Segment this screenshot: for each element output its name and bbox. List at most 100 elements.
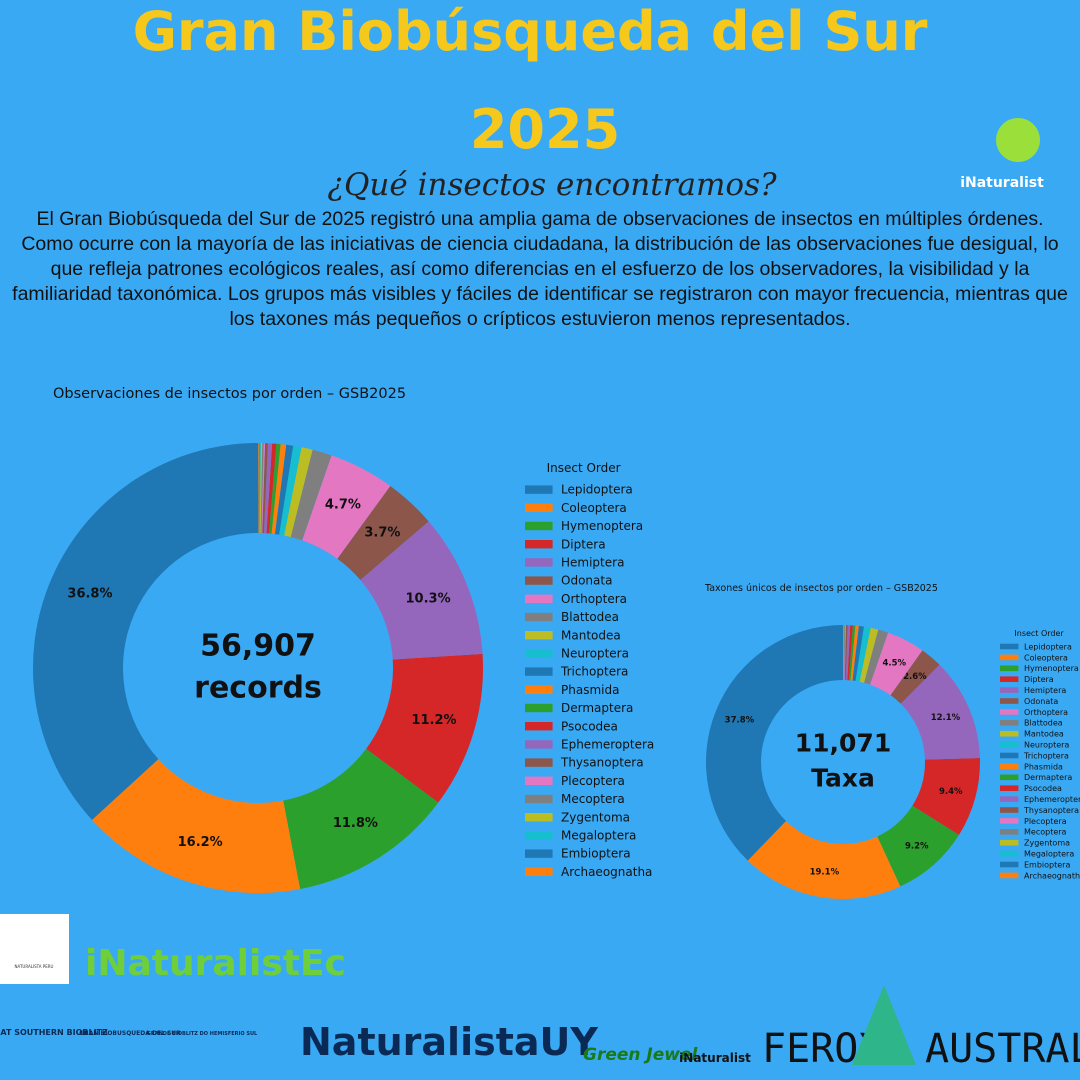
legend-entry: Orthoptera: [561, 592, 627, 606]
brand: iNaturalist: [960, 175, 1044, 191]
donut-slice: [869, 632, 923, 696]
legend-swatch: [525, 612, 553, 622]
value-label: 11.2%: [411, 713, 456, 728]
legend-swatch: [525, 776, 553, 785]
legend-entry: Plecoptera: [561, 774, 625, 788]
legend-entry: Blattodea: [1024, 719, 1063, 728]
legend-entry: Hymenoptera: [561, 519, 643, 533]
donut-slice: [890, 650, 940, 704]
legend-entry: Psocodea: [561, 719, 618, 733]
legend-swatch: [1000, 654, 1019, 661]
legend-entry: Hymenoptera: [1024, 664, 1079, 673]
value-label: 11.8%: [333, 816, 378, 831]
legend-swatch: [1000, 872, 1019, 879]
legend-entry: Odonata: [1024, 697, 1058, 706]
donut-slice: [706, 625, 843, 861]
legend-swatch: [1000, 676, 1019, 682]
donut-slice: [848, 625, 856, 681]
legend-entry: Dermaptera: [561, 701, 633, 715]
legend-entry: Ephemeroptera: [561, 738, 654, 752]
legend-entry: Lepidoptera: [561, 483, 633, 497]
donut-slice: [360, 521, 483, 660]
charts: Observaciones de insectos por orden – GS…: [32, 386, 1080, 899]
legend-swatch: [525, 558, 553, 567]
value-label: 16.2%: [178, 835, 223, 850]
bird-logo: [996, 118, 1040, 162]
donut-slice: [262, 443, 268, 534]
legend-entry: Phasmida: [561, 683, 619, 697]
logo-uy: NaturalistaUY: [300, 1020, 598, 1064]
legend-swatch: [525, 503, 553, 512]
legend-entry: Ephemeroptera: [1024, 795, 1080, 804]
logo-gbs: GRAN BIOBUSQUEDA DEL SUR: [79, 1030, 181, 1037]
legend-swatch: [1000, 709, 1019, 715]
donut-slice: [337, 485, 429, 581]
legend-swatch: [1000, 861, 1019, 868]
legend-swatch: [1000, 687, 1019, 693]
donut-slice: [900, 664, 980, 760]
subtitle: ¿Qué insectos encontramos?: [327, 167, 777, 203]
donut-slice: [258, 443, 260, 534]
legend-swatch: [1000, 741, 1019, 748]
legend-swatch: [525, 667, 553, 676]
title: Gran Biobúsqueda del Sur: [133, 0, 928, 63]
legend-swatch: [525, 722, 553, 731]
value-label: 4.5%: [882, 658, 906, 668]
legend-swatch: [1000, 850, 1019, 857]
value-label: 9.2%: [905, 841, 929, 851]
logo-inat: iNaturalist: [679, 1051, 751, 1065]
legend-entry: Lepidoptera: [1024, 642, 1072, 651]
legend-swatch: [1000, 720, 1019, 726]
legend-entry: Trichoptera: [1023, 751, 1069, 760]
legend-entry: Diptera: [561, 537, 606, 551]
legend-entry: Archaeognatha: [561, 865, 652, 879]
logo-gsb: GREAT SOUTHERN BIOBLITZ: [0, 1028, 108, 1037]
legend-swatch: [1000, 730, 1019, 737]
center-text: 11,071: [795, 729, 891, 758]
legend-swatch: [1000, 752, 1019, 759]
legend-swatch: [525, 576, 553, 585]
donut-slice: [92, 759, 301, 893]
logo-box: [0, 914, 69, 984]
legend-entry: Embioptera: [561, 847, 631, 861]
value-label: 36.8%: [67, 587, 112, 602]
donut-slice: [290, 449, 332, 541]
donut-slice: [269, 443, 281, 534]
donut-slice: [366, 653, 483, 803]
legend-entry: Zygentoma: [1024, 839, 1070, 848]
donut-slice: [912, 757, 980, 835]
donut-slice: [258, 443, 259, 534]
donut-slice: [844, 625, 848, 681]
legend-entry: Phasmida: [1024, 762, 1063, 771]
legend-entry: Megaloptera: [1024, 850, 1074, 859]
legend-swatch: [1000, 807, 1019, 813]
donut-slice: [284, 447, 313, 538]
donut-slice: [271, 444, 287, 535]
chart-title: Taxones únicos de insectos por orden – G…: [704, 583, 938, 594]
legend-swatch: [525, 485, 553, 494]
legend-swatch: [1000, 763, 1019, 770]
legend-swatch: [525, 594, 553, 603]
donut-slice: [852, 625, 864, 681]
legend-swatch: [525, 521, 553, 531]
donut-slice: [283, 748, 439, 890]
legend-swatch: [1000, 785, 1019, 791]
logos: NATURALISTA PERU iNaturalistEc GREAT SOU…: [0, 914, 1080, 1072]
title-year: 2025: [470, 98, 620, 161]
legend-swatch: [525, 685, 553, 694]
legend-swatch: [525, 813, 553, 822]
legend-swatch: [1000, 698, 1019, 704]
donut-slice: [302, 455, 391, 559]
legend-swatch: [1000, 774, 1019, 781]
legend-entry: Blattodea: [561, 610, 619, 624]
center-text: Taxa: [811, 764, 875, 793]
legend-entry: Trichoptera: [560, 665, 628, 679]
intro-paragraph: El Gran Biobúsqueda del Sur de 2025 regi…: [12, 208, 1068, 330]
donut-slice: [859, 627, 879, 683]
legend-entry: Neuroptera: [561, 647, 629, 661]
logo-ec: iNaturalistEc: [85, 943, 346, 984]
legend-entry: Odonata: [561, 574, 612, 588]
legend-swatch: [1000, 818, 1019, 824]
donut-slice: [32, 443, 259, 820]
